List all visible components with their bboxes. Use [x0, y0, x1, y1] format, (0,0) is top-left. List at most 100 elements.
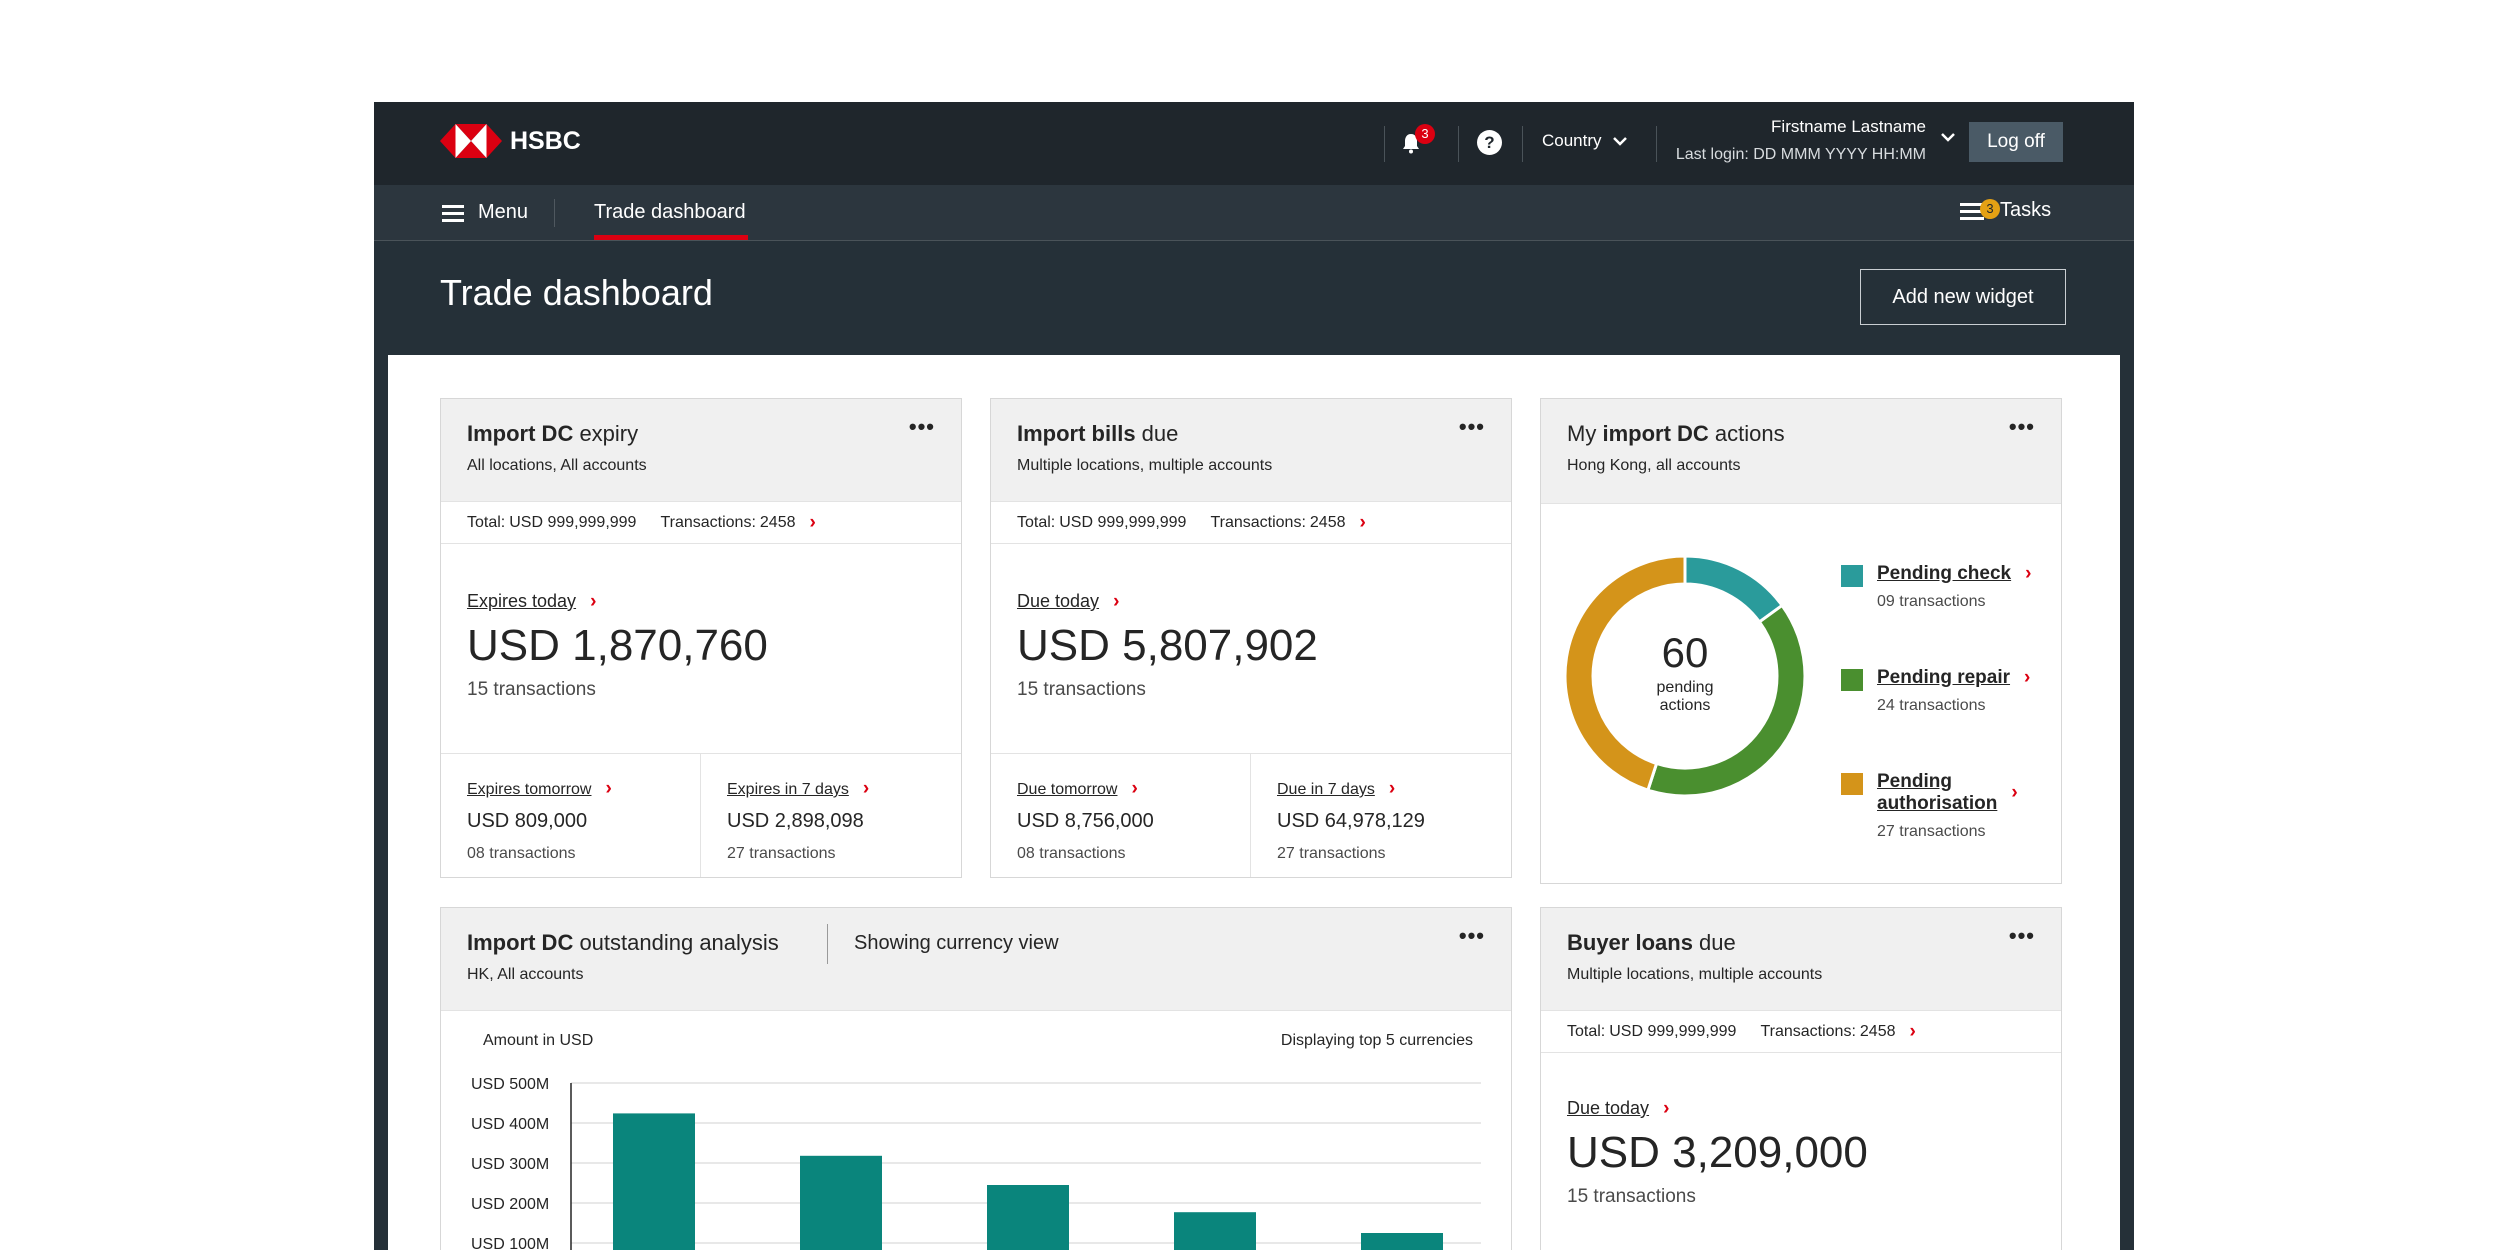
tab-trade-dashboard[interactable]: Trade dashboard — [594, 201, 746, 223]
dashboard-content: Import DC expiry All locations, All acco… — [388, 355, 2120, 1250]
y-tick-label: USD 500M — [471, 1076, 549, 1093]
chevron-down-icon[interactable] — [1940, 132, 1956, 142]
tasks-button[interactable]: 3 Tasks — [1960, 199, 2051, 222]
chevron-right-icon[interactable]: › — [2011, 782, 2018, 803]
widget-title: Buyer loans due — [1567, 930, 1736, 955]
brand-name: HSBC — [510, 126, 581, 155]
y-tick-label: USD 400M — [471, 1116, 549, 1133]
divider — [1522, 126, 1523, 162]
more-options-icon[interactable]: ••• — [2008, 923, 2035, 948]
chevron-right-icon[interactable]: › — [605, 778, 612, 799]
due-7-days-link[interactable]: Due in 7 days — [1277, 781, 1375, 798]
expires-today-link[interactable]: Expires today — [467, 591, 577, 611]
widget-subtitle: HK, All accounts — [467, 966, 584, 983]
sub-transactions: 08 transactions — [467, 845, 576, 862]
chevron-right-icon[interactable]: › — [2025, 563, 2032, 584]
outstanding-analysis-widget: Import DC outstanding analysis Showing c… — [440, 907, 1512, 1250]
bar[interactable] — [800, 1155, 882, 1250]
widget-title: Import bills due — [1017, 421, 1179, 446]
chevron-right-icon[interactable]: › — [2024, 667, 2031, 688]
totals-row: Total: USD 999,999,999 Transactions: 2458 … — [991, 502, 1511, 544]
pending-actions-donut — [1563, 554, 1807, 798]
main-stat: Due today › USD 5,807,902 15 transactions — [1017, 591, 1318, 701]
legend-transactions: 27 transactions — [1877, 823, 1986, 840]
log-off-button[interactable]: Log off — [1969, 122, 2063, 162]
chevron-right-icon[interactable]: › — [1388, 778, 1396, 799]
donut-segment-pending-check[interactable] — [1683, 554, 1785, 625]
sub-transactions: 27 transactions — [1277, 845, 1386, 862]
legend-pending-repair: Pending repair › 24 transactions — [1841, 667, 2030, 715]
legend-swatch — [1841, 669, 1863, 691]
bar[interactable] — [1361, 1233, 1443, 1250]
more-options-icon[interactable]: ••• — [1458, 414, 1485, 439]
more-options-icon[interactable]: ••• — [1458, 923, 1485, 948]
sub-amount: USD 809,000 — [467, 810, 588, 832]
pending-check-link[interactable]: Pending check — [1877, 563, 2012, 584]
donut-segment-pending-repair[interactable] — [1646, 603, 1807, 798]
legend-swatch — [1841, 565, 1863, 587]
app-window: HSBC 3 ? Country Firstname Lastname Last… — [374, 102, 2134, 1250]
sub-stat-left: Expires tomorrow › USD 809,000 08 transac… — [441, 754, 701, 877]
widget-title: Import DC expiry — [467, 421, 639, 446]
y-tick-label: USD 100M — [471, 1236, 549, 1250]
import-dc-expiry-widget: Import DC expiry All locations, All acco… — [440, 398, 962, 878]
widget-header: Import bills due Multiple locations, mul… — [991, 399, 1511, 502]
sub-stat-right: Due in 7 days › USD 64,978,129 27 transac… — [1251, 754, 1511, 877]
legend-pending-check: Pending check › 09 transactions — [1841, 563, 2031, 611]
divider — [827, 924, 828, 964]
chevron-right-icon[interactable]: › — [590, 591, 597, 612]
chevron-right-icon[interactable]: › — [1131, 778, 1138, 799]
donut-segment-pending-authorisation[interactable] — [1563, 554, 1687, 793]
bar[interactable] — [1174, 1212, 1256, 1250]
due-today-link[interactable]: Due today — [1567, 1098, 1650, 1118]
sub-amount: USD 8,756,000 — [1017, 810, 1154, 832]
amount-label: Amount in USD — [483, 1032, 594, 1049]
expires-7-days-link[interactable]: Expires in 7 days — [727, 781, 849, 798]
widget-subtitle: Hong Kong, all accounts — [1567, 457, 1741, 474]
pending-repair-link[interactable]: Pending repair — [1877, 667, 2011, 688]
user-name: Firstname Lastname — [1771, 117, 1926, 136]
more-options-icon[interactable]: ••• — [908, 414, 935, 439]
country-selector[interactable]: Country — [1542, 131, 1628, 151]
chevron-right-icon[interactable]: › — [809, 511, 816, 533]
y-tick-label: USD 200M — [471, 1196, 549, 1213]
notifications-button[interactable]: 3 — [1401, 124, 1435, 159]
hsbc-logo[interactable]: HSBC — [440, 124, 581, 158]
widget-subtitle: Multiple locations, multiple accounts — [1017, 457, 1273, 474]
more-options-icon[interactable]: ••• — [2008, 414, 2035, 439]
sub-transactions: 27 transactions — [727, 845, 836, 862]
user-menu[interactable]: Firstname Lastname Last login: DD MMM YY… — [374, 117, 1926, 164]
due-today-link[interactable]: Due today — [1017, 591, 1100, 611]
country-label: Country — [1542, 131, 1602, 150]
outstanding-bar-chart: USD 500M USD 400M USD 300M USD 200M USD 100M — [471, 1076, 1481, 1250]
chevron-right-icon[interactable]: › — [1663, 1098, 1670, 1119]
widget-subtitle: All locations, All accounts — [467, 457, 647, 474]
legend-swatch — [1841, 773, 1863, 795]
bar[interactable] — [613, 1113, 695, 1250]
due-tomorrow-link[interactable]: Due tomorrow — [1017, 781, 1118, 798]
legend-transactions: 24 transactions — [1877, 697, 1986, 714]
main-amount: USD 5,807,902 — [1017, 621, 1318, 670]
widget-header: My import DC actions Hong Kong, all acco… — [1541, 399, 2061, 504]
chevron-right-icon[interactable]: › — [1113, 591, 1120, 612]
chevron-right-icon[interactable]: › — [1909, 1020, 1916, 1042]
display-label: Displaying top 5 currencies — [1280, 1032, 1473, 1049]
donut-center-label: actions — [1659, 697, 1711, 714]
help-icon[interactable]: ? — [1477, 130, 1502, 155]
menu-button[interactable]: Menu — [442, 201, 528, 224]
view-toggle-label[interactable]: Showing currency view — [854, 932, 1059, 954]
sub-stat-left: Due tomorrow › USD 8,756,000 08 transacti… — [991, 754, 1251, 877]
hamburger-icon — [442, 204, 464, 222]
bar[interactable] — [987, 1185, 1069, 1250]
add-new-widget-button[interactable]: Add new widget — [1860, 269, 2066, 325]
divider — [1656, 126, 1657, 162]
nav-bar: Menu Trade dashboard 3 Tasks — [374, 185, 2134, 241]
totals-row: Total: USD 999,999,999 Transactions: 2458 … — [441, 502, 961, 544]
chevron-right-icon[interactable]: › — [862, 778, 870, 799]
chevron-right-icon[interactable]: › — [1359, 511, 1366, 533]
pending-authorisation-link[interactable]: Pending authorisation — [1877, 771, 1998, 814]
divider — [1384, 126, 1385, 162]
tasks-badge: 3 — [1980, 199, 2000, 219]
donut-center: 60 pending actions — [1563, 629, 1807, 715]
expires-tomorrow-link[interactable]: Expires tomorrow — [467, 781, 592, 798]
